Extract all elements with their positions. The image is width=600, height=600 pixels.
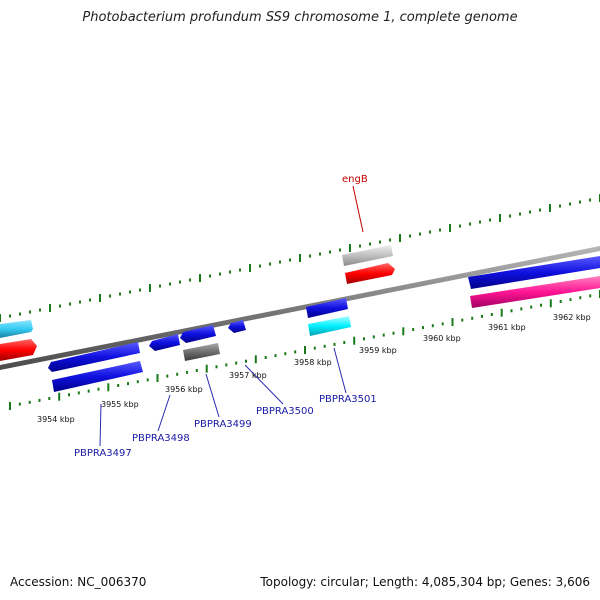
gene-engb[interactable] <box>345 263 395 284</box>
label-pbpra3499[interactable]: PBPRA3499 <box>194 419 252 430</box>
gene-pbpra3498[interactable] <box>149 334 180 351</box>
gene-arrow-pink-right[interactable] <box>470 276 600 308</box>
scale-label-3958: 3958 kbp <box>294 358 332 367</box>
gene-pbpra3497-lower[interactable] <box>52 361 143 392</box>
label-pbpra3500[interactable]: PBPRA3500 <box>256 406 314 417</box>
scale-label-3960: 3960 kbp <box>423 334 461 343</box>
leader-pbpra3497 <box>99 403 102 447</box>
chromosome-backbone <box>0 245 600 371</box>
gene-arrow-blue-right[interactable] <box>468 256 600 289</box>
gene-pbpra3497-upper[interactable] <box>48 342 140 372</box>
label-pbpra3501[interactable]: PBPRA3501 <box>319 394 377 405</box>
scale-label-3957: 3957 kbp <box>229 371 267 380</box>
gene-arrow-red-left[interactable] <box>0 339 37 361</box>
leader-pbpra3498 <box>157 394 171 432</box>
leader-engb <box>352 185 364 233</box>
leader-pbpra3501 <box>333 347 347 394</box>
scale-ticks-bottom <box>9 290 600 410</box>
accession-text: Accession: NC_006370 <box>10 575 147 589</box>
label-pbpra3497[interactable]: PBPRA3497 <box>74 448 132 459</box>
scale-label-3962: 3962 kbp <box>553 313 591 322</box>
gene-pbpra3499[interactable] <box>180 325 216 343</box>
scale-label-3955: 3955 kbp <box>101 400 139 409</box>
label-pbpra3498[interactable]: PBPRA3498 <box>132 433 190 444</box>
leader-pbpra3500 <box>244 364 284 405</box>
gene-arrow-sky-left[interactable] <box>0 320 33 338</box>
leader-pbpra3499 <box>205 373 220 418</box>
gene-pbpra3499-gray[interactable] <box>183 343 220 361</box>
gene-pbpra3501-blue[interactable] <box>306 298 348 318</box>
scale-label-3956: 3956 kbp <box>165 385 203 394</box>
gene-pbpra3501[interactable] <box>308 316 351 336</box>
gene-engb-gray[interactable] <box>342 245 393 266</box>
label-engb[interactable]: engB <box>342 174 368 185</box>
scale-label-3954: 3954 kbp <box>37 415 75 424</box>
scale-label-3961: 3961 kbp <box>488 323 526 332</box>
scale-labels: 3954 kbp 3955 kbp 3956 kbp 3957 kbp 3958… <box>37 313 591 424</box>
scale-label-3959: 3959 kbp <box>359 346 397 355</box>
topology-text: Topology: circular; Length: 4,085,304 bp… <box>260 575 590 589</box>
map-title: Photobacterium profundum SS9 chromosome … <box>82 10 518 25</box>
gene-pbpra3500[interactable] <box>228 320 246 333</box>
scale-ticks-top <box>0 194 600 322</box>
